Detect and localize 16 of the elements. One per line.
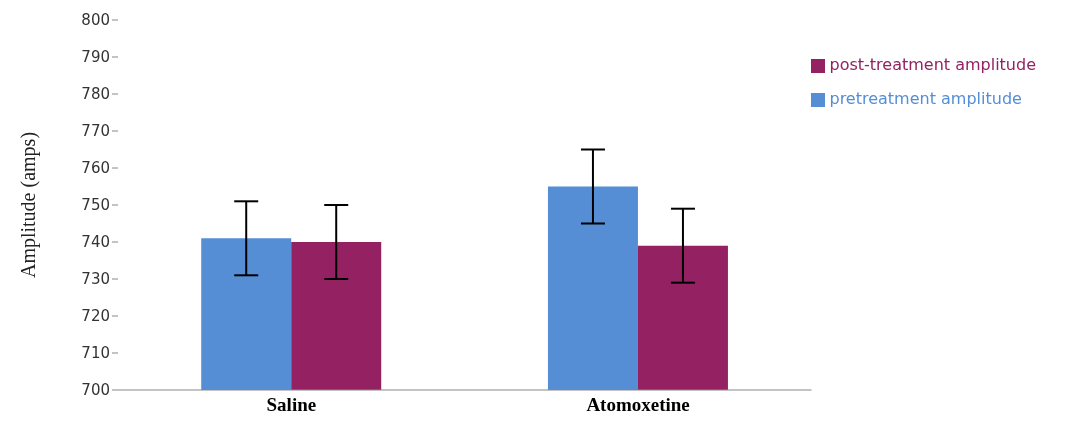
y-tick-label: 720	[81, 307, 110, 326]
x-tick-label: Atomoxetine	[586, 394, 690, 416]
y-tick-label: 710	[81, 344, 110, 363]
y-tick-label: 790	[81, 48, 110, 67]
y-tick-label: 700	[81, 381, 110, 400]
y-tick-label: 740	[81, 233, 110, 252]
y-tick-label: 730	[81, 270, 110, 289]
y-tick-label: 800	[81, 11, 110, 30]
y-tick-label: 780	[81, 85, 110, 104]
y-tick-label: 750	[81, 196, 110, 215]
y-tick-label: 760	[81, 159, 110, 178]
legend-label: pretreatment amplitude	[829, 89, 1022, 108]
legend-label: post-treatment amplitude	[829, 55, 1036, 74]
y-tick-label: 770	[81, 122, 110, 141]
x-tick-label: Saline	[266, 394, 317, 416]
y-axis-title: Amplitude (amps)	[17, 131, 41, 279]
